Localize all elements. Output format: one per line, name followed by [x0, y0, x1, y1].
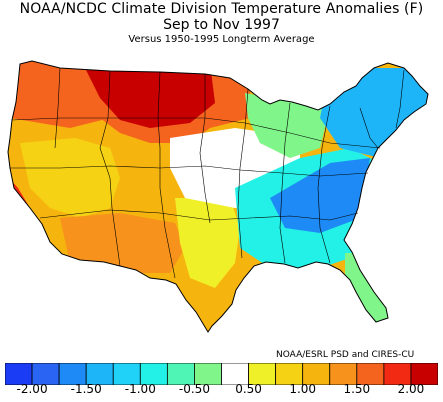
map-layer-appalachia-cold — [270, 158, 370, 233]
map-period: Sep to Nov 1997 — [163, 17, 280, 33]
map-layer-great-basin-warm — [20, 138, 120, 218]
map-layer-southwest-warm — [60, 213, 185, 273]
credit-label: NOAA/ESRL PSD and CIRES-CU — [276, 350, 415, 360]
legend-tick-label: -0.50 — [178, 382, 210, 396]
map-layer-texas-mixed — [175, 198, 240, 288]
map-layer-northern-plains-hot — [80, 61, 215, 128]
legend-tick-label: -1.00 — [124, 382, 156, 396]
legend-tick-labels: -2.00 -1.50 -1.00 -0.50 0.50 1.00 1.50 2.00 — [0, 382, 443, 400]
map-layer-great-lakes-cool — [245, 93, 330, 158]
legend-tick-label: 2.00 — [397, 382, 425, 396]
legend-swatch — [410, 363, 438, 385]
legend-tick-label: 1.00 — [289, 382, 317, 396]
map-layer-florida-cool — [345, 253, 392, 328]
us-climate-division-map — [7, 60, 429, 333]
state-boundary-lines — [10, 67, 405, 279]
legend-tick-label: -2.00 — [16, 382, 48, 396]
color-scale-legend — [5, 363, 438, 385]
legend-tick-label: 1.50 — [343, 382, 371, 396]
map-title: NOAA/NCDC Climate Division Temperature A… — [19, 1, 424, 17]
legend-tick-label: -1.50 — [70, 382, 102, 396]
legend-tick-label: 0.50 — [235, 382, 262, 396]
map-baseline: Versus 1950-1995 Longterm Average — [128, 34, 315, 45]
